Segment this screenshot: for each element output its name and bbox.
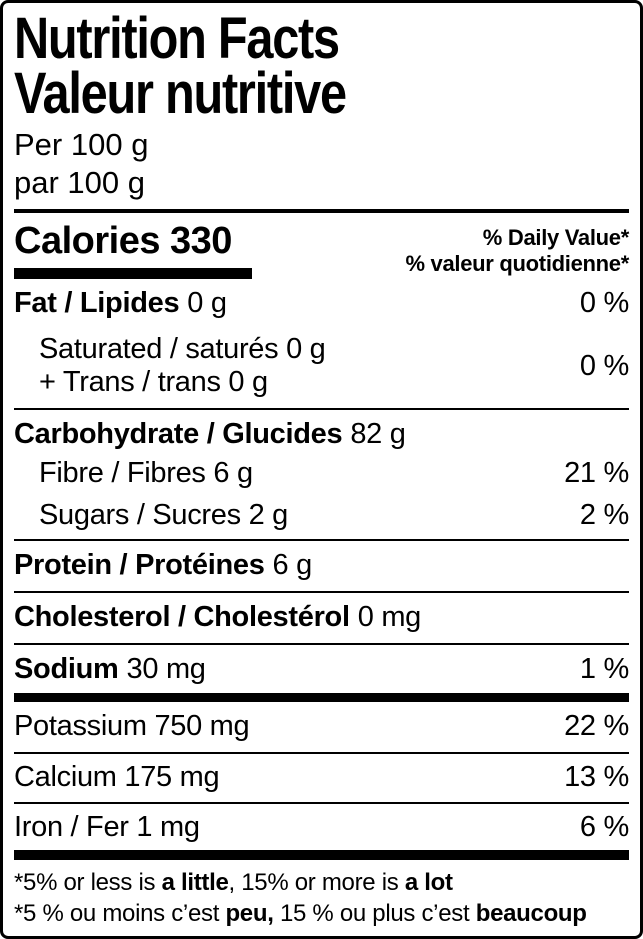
daily-value-header: % Daily Value* % valeur quotidienne* — [405, 220, 629, 279]
fibre-daily-value: 21 % — [564, 457, 629, 489]
sodium-amount: 30 mg — [126, 653, 206, 685]
title-en: Nutrition Facts — [14, 6, 340, 71]
footnote-fr-part2: 15 % ou plus c’est — [273, 900, 476, 927]
potassium-label: Potassium 750 mg — [14, 710, 250, 742]
daily-value-header-en: % Daily Value* — [482, 225, 630, 250]
sugars-daily-value: 2 % — [579, 499, 629, 531]
sodium-label: Sodium 30 mg — [14, 653, 206, 686]
cholesterol-name: Cholesterol / Cholestérol — [14, 601, 350, 633]
fat-label: Fat / Lipides 0 g — [14, 287, 227, 320]
row-protein: Protein / Protéines 6 g — [14, 549, 629, 582]
carbohydrate-amount: 82 g — [350, 418, 406, 450]
iron-daily-value: 6 % — [579, 811, 629, 843]
serving-size-block: Per 100 g par 100 g — [14, 126, 629, 202]
sodium-daily-value: 1 % — [579, 653, 629, 685]
footnote-en-part2: , 15% or more is — [228, 869, 405, 896]
row-sodium: Sodium 30 mg 1 % — [14, 653, 629, 686]
section-divider — [14, 802, 629, 804]
potassium-daily-value: 22 % — [564, 710, 629, 742]
footnote-fr-bold2: beaucoup — [475, 900, 587, 927]
calories-underline-bar — [14, 268, 252, 279]
row-sugars: Sugars / Sucres 2 g 2 % — [14, 499, 629, 532]
section-divider — [14, 752, 629, 754]
fat-daily-value: 0 % — [579, 287, 629, 319]
sodium-name: Sodium — [14, 653, 119, 685]
saturated-trans-labels: Saturated / saturés 0 g + Trans / trans … — [14, 333, 326, 399]
fibre-label: Fibre / Fibres 6 g — [39, 457, 253, 489]
calcium-label: Calcium 175 mg — [14, 761, 220, 793]
serving-size-fr: par 100 g — [14, 165, 145, 200]
row-calcium: Calcium 175 mg 13 % — [14, 761, 629, 794]
footnote-fr-part1: *5 % ou moins c’est — [14, 900, 226, 927]
protein-label: Protein / Protéines 6 g — [14, 549, 312, 582]
row-saturated-trans: Saturated / saturés 0 g + Trans / trans … — [14, 333, 629, 399]
footnote-en-part1: *5% or less is — [14, 869, 162, 896]
saturated-line: Saturated / saturés 0 g — [39, 333, 326, 365]
row-fat: Fat / Lipides 0 g 0 % — [14, 287, 629, 320]
saturated-trans-daily-value: 0 % — [579, 349, 629, 382]
protein-amount: 6 g — [272, 549, 313, 581]
footnote-en-bold1: a little — [161, 869, 229, 896]
footnote-bar — [14, 850, 629, 860]
carbohydrate-label: Carbohydrate / Glucides 82 g — [14, 418, 406, 451]
thick-section-bar — [14, 693, 629, 702]
footnote-fr-bold1: peu, — [225, 900, 274, 927]
row-potassium: Potassium 750 mg 22 % — [14, 710, 629, 743]
calcium-daily-value: 13 % — [564, 761, 629, 793]
footnote-en-bold2: a lot — [404, 869, 453, 896]
row-iron: Iron / Fer 1 mg 6 % — [14, 811, 629, 844]
fat-name: Fat / Lipides — [14, 287, 180, 319]
sugars-label: Sugars / Sucres 2 g — [39, 499, 288, 531]
protein-name: Protein / Protéines — [14, 549, 265, 581]
footnote-en: *5% or less is a little, 15% or more is … — [14, 868, 629, 897]
footnote-fr: *5 % ou moins c’est peu, 15 % ou plus c’… — [14, 899, 629, 928]
serving-size-en: Per 100 g — [14, 127, 149, 162]
row-cholesterol: Cholesterol / Cholestérol 0 mg — [14, 601, 629, 634]
row-carbohydrate: Carbohydrate / Glucides 82 g — [14, 418, 629, 451]
header-divider — [14, 209, 629, 213]
section-divider — [14, 408, 629, 410]
calories-row: Calories 330 % Daily Value* % valeur quo… — [14, 220, 629, 279]
title-fr: Valeur nutritive — [14, 61, 347, 126]
row-fibre: Fibre / Fibres 6 g 21 % — [14, 457, 629, 490]
cholesterol-amount: 0 mg — [357, 601, 422, 633]
daily-value-header-fr: % valeur quotidienne* — [405, 251, 629, 276]
section-divider — [14, 591, 629, 593]
carbohydrate-name: Carbohydrate / Glucides — [14, 418, 343, 450]
trans-line: + Trans / trans 0 g — [39, 366, 268, 398]
section-divider — [14, 643, 629, 645]
calories-value: Calories 330 — [14, 220, 232, 262]
section-divider — [14, 539, 629, 541]
iron-label: Iron / Fer 1 mg — [14, 811, 200, 843]
calories-block: Calories 330 — [14, 220, 252, 279]
fat-amount: 0 g — [187, 287, 227, 319]
cholesterol-label: Cholesterol / Cholestérol 0 mg — [14, 601, 421, 634]
